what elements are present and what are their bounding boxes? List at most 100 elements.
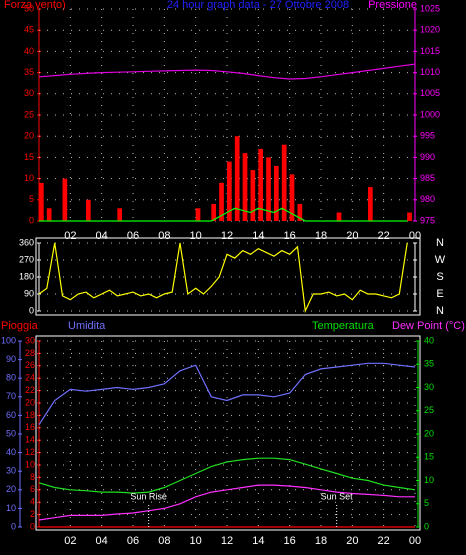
bar — [227, 161, 232, 221]
bar — [117, 208, 123, 221]
y-tick-label: 35 — [424, 359, 434, 369]
x-tick-label: 08 — [158, 535, 170, 547]
series-line — [38, 457, 416, 494]
annotation: Sun Set — [321, 491, 354, 501]
y-tick-label: 20 — [25, 397, 35, 407]
axis-label: Pioggia — [1, 320, 39, 332]
y-tick-label: 10 — [424, 475, 434, 485]
axis-label: Forza vento) — [4, 0, 66, 11]
y-tick-label: 40 — [24, 46, 34, 56]
y-tick-label: 90 — [6, 354, 16, 364]
bar — [336, 212, 342, 221]
y-tick-label: 25 — [424, 405, 434, 415]
bar — [62, 178, 68, 221]
bar — [297, 204, 303, 221]
x-tick-label: 10 — [190, 230, 202, 242]
axis-label: Pressione — [368, 0, 417, 11]
y-tick-label: 4 — [30, 497, 35, 507]
x-tick-label: 06 — [127, 535, 139, 547]
y-tick-label: 30 — [6, 466, 16, 476]
y-tick-label: 0 — [11, 521, 16, 531]
y-tick-label: S — [436, 271, 443, 283]
x-tick-label: 22 — [378, 230, 390, 242]
y-tick-label: 14 — [25, 435, 35, 445]
bar — [211, 204, 217, 221]
x-tick-label: 02 — [64, 535, 76, 547]
x-tick-label: 10 — [190, 535, 202, 547]
y-tick-label: 30 — [25, 335, 35, 345]
y-tick-label: 100 — [1, 335, 16, 345]
y-tick-label: 180 — [19, 271, 34, 281]
bar — [250, 170, 256, 221]
bar — [86, 199, 91, 221]
bar — [281, 144, 287, 221]
y-tick-label: 8 — [30, 472, 35, 482]
y-tick-label: 15 — [24, 152, 34, 162]
y-tick-label: 1020 — [420, 25, 440, 35]
bar — [219, 182, 224, 221]
axis-label: Umidita — [68, 320, 106, 332]
bar — [266, 157, 271, 221]
x-tick-label: 20 — [346, 230, 358, 242]
y-tick-label: 20 — [24, 131, 34, 141]
y-tick-label: 0 — [29, 305, 34, 315]
y-tick-label: 20 — [6, 484, 16, 494]
bar — [242, 153, 248, 221]
y-tick-label: 5 — [29, 194, 34, 204]
series-line — [38, 63, 416, 80]
y-tick-label: 270 — [19, 254, 34, 264]
y-tick-label: 24 — [25, 373, 35, 383]
x-tick-label: 14 — [252, 535, 264, 547]
x-tick-label: 04 — [96, 230, 108, 242]
y-tick-label: 975 — [420, 215, 435, 225]
x-tick-label: 18 — [315, 230, 327, 242]
series-line — [38, 362, 416, 426]
y-tick-label: 5 — [424, 498, 429, 508]
y-tick-label: 18 — [25, 410, 35, 420]
x-tick-label: 16 — [284, 230, 296, 242]
y-tick-label: 25 — [24, 109, 34, 119]
y-tick-label: 360 — [19, 237, 34, 247]
bar — [258, 148, 264, 221]
y-tick-label: W — [435, 254, 446, 266]
y-tick-label: 70 — [6, 391, 16, 401]
chart-title: 24 hour graph data - 27 Ottobre 2008 — [167, 0, 349, 11]
series-line — [38, 242, 408, 314]
y-tick-label: 6 — [30, 484, 35, 494]
y-tick-label: 1025 — [420, 3, 440, 13]
y-tick-label: 1010 — [420, 67, 440, 77]
panel-frame — [35, 335, 421, 531]
y-tick-label: 80 — [6, 373, 16, 383]
bar — [368, 187, 373, 221]
x-tick-label: 14 — [252, 230, 264, 242]
y-tick-label: 985 — [420, 173, 435, 183]
y-tick-label: 1015 — [420, 46, 440, 56]
x-tick-label: 00 — [409, 535, 421, 547]
y-tick-label: 28 — [25, 348, 35, 358]
bar — [407, 212, 412, 221]
bar — [274, 165, 279, 221]
series-line — [38, 484, 415, 521]
y-tick-label: 30 — [424, 382, 434, 392]
x-tick-label: 18 — [315, 535, 327, 547]
x-tick-label: 12 — [221, 535, 233, 547]
y-tick-label: 990 — [420, 152, 435, 162]
x-tick-label: 22 — [378, 535, 390, 547]
y-tick-label: 50 — [24, 3, 34, 13]
y-tick-label: 35 — [24, 67, 34, 77]
y-tick-label: 10 — [24, 173, 34, 183]
y-tick-label: 10 — [6, 503, 16, 513]
x-tick-label: 04 — [96, 535, 108, 547]
y-tick-label: 1005 — [420, 88, 440, 98]
annotation: Sun Rise — [130, 491, 167, 501]
y-tick-label: 50 — [6, 428, 16, 438]
bar — [46, 208, 52, 221]
y-tick-label: 40 — [6, 447, 16, 457]
y-tick-label: 1000 — [420, 109, 440, 119]
y-tick-label: 60 — [6, 410, 16, 420]
x-tick-label: 06 — [127, 230, 139, 242]
y-tick-label: N — [436, 237, 444, 249]
x-tick-label: 20 — [346, 535, 358, 547]
y-tick-label: 995 — [420, 131, 435, 141]
